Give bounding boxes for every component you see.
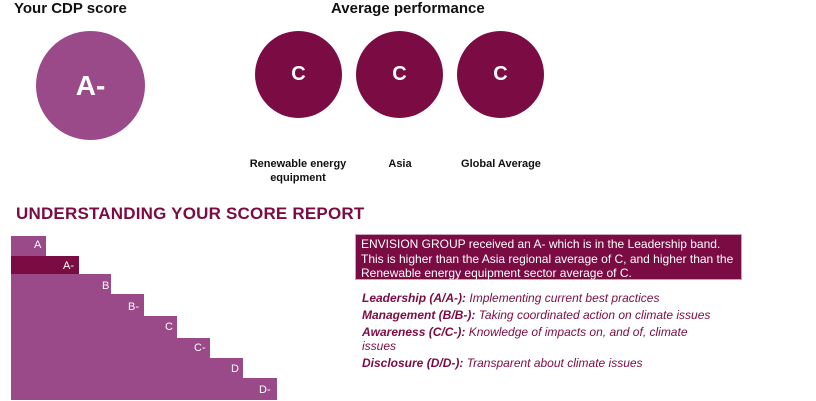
- average-label-global: Global Average: [461, 158, 541, 170]
- step-label-c: C: [165, 321, 173, 333]
- band-disclosure-desc: Transparent about climate issues: [466, 356, 643, 370]
- band-awareness-name: Awareness (C/C-):: [362, 325, 466, 339]
- band-disclosure-name: Disclosure (D/D-):: [362, 356, 464, 370]
- score-staircase: A A- B B- C C- D D-: [11, 236, 281, 400]
- band-disclosure: Disclosure (D/D-): Transparent about cli…: [362, 356, 742, 370]
- step-label-a: A: [34, 239, 42, 251]
- average-circle-region: C: [356, 31, 443, 118]
- band-leadership-desc: Implementing current best practices: [469, 291, 660, 305]
- average-score-sector: C: [291, 63, 306, 85]
- average-score-global: C: [493, 63, 508, 85]
- band-management-name: Management (B/B-):: [362, 308, 476, 322]
- step-label-b: B: [102, 280, 110, 292]
- average-circle-sector: C: [255, 31, 342, 118]
- step-label-c-minus: C-: [194, 342, 206, 354]
- your-score-heading: Your CDP score: [14, 0, 127, 17]
- band-leadership-name: Leadership (A/A-):: [362, 291, 467, 305]
- score-summary-box: ENVISION GROUP received an A- which is i…: [355, 234, 742, 280]
- step-bar-d-minus: [11, 378, 277, 400]
- your-score-circle: A-: [36, 31, 145, 140]
- band-leadership: Leadership (A/A-): Implementing current …: [362, 291, 742, 305]
- band-awareness-desc: Knowledge of impacts on, and of, climate…: [362, 325, 688, 353]
- band-management: Management (B/B-): Taking coordinated ac…: [362, 308, 742, 322]
- step-label-d: D: [231, 363, 239, 375]
- score-report-title: UNDERSTANDING YOUR SCORE REPORT: [16, 204, 365, 223]
- step-label-b-minus: B-: [128, 301, 139, 313]
- band-management-desc: Taking coordinated action on climate iss…: [478, 308, 711, 322]
- average-score-region: C: [392, 63, 407, 85]
- average-label-sector: Renewable energy equipment: [249, 158, 347, 184]
- band-awareness: Awareness (C/C-): Knowledge of impacts o…: [362, 325, 712, 353]
- average-performance-heading: Average performance: [331, 0, 485, 17]
- average-circle-global: C: [457, 31, 544, 118]
- step-label-d-minus: D-: [259, 384, 271, 396]
- average-label-region: Asia: [388, 158, 412, 170]
- your-score-value: A-: [75, 69, 106, 101]
- step-label-a-minus: A-: [63, 260, 74, 272]
